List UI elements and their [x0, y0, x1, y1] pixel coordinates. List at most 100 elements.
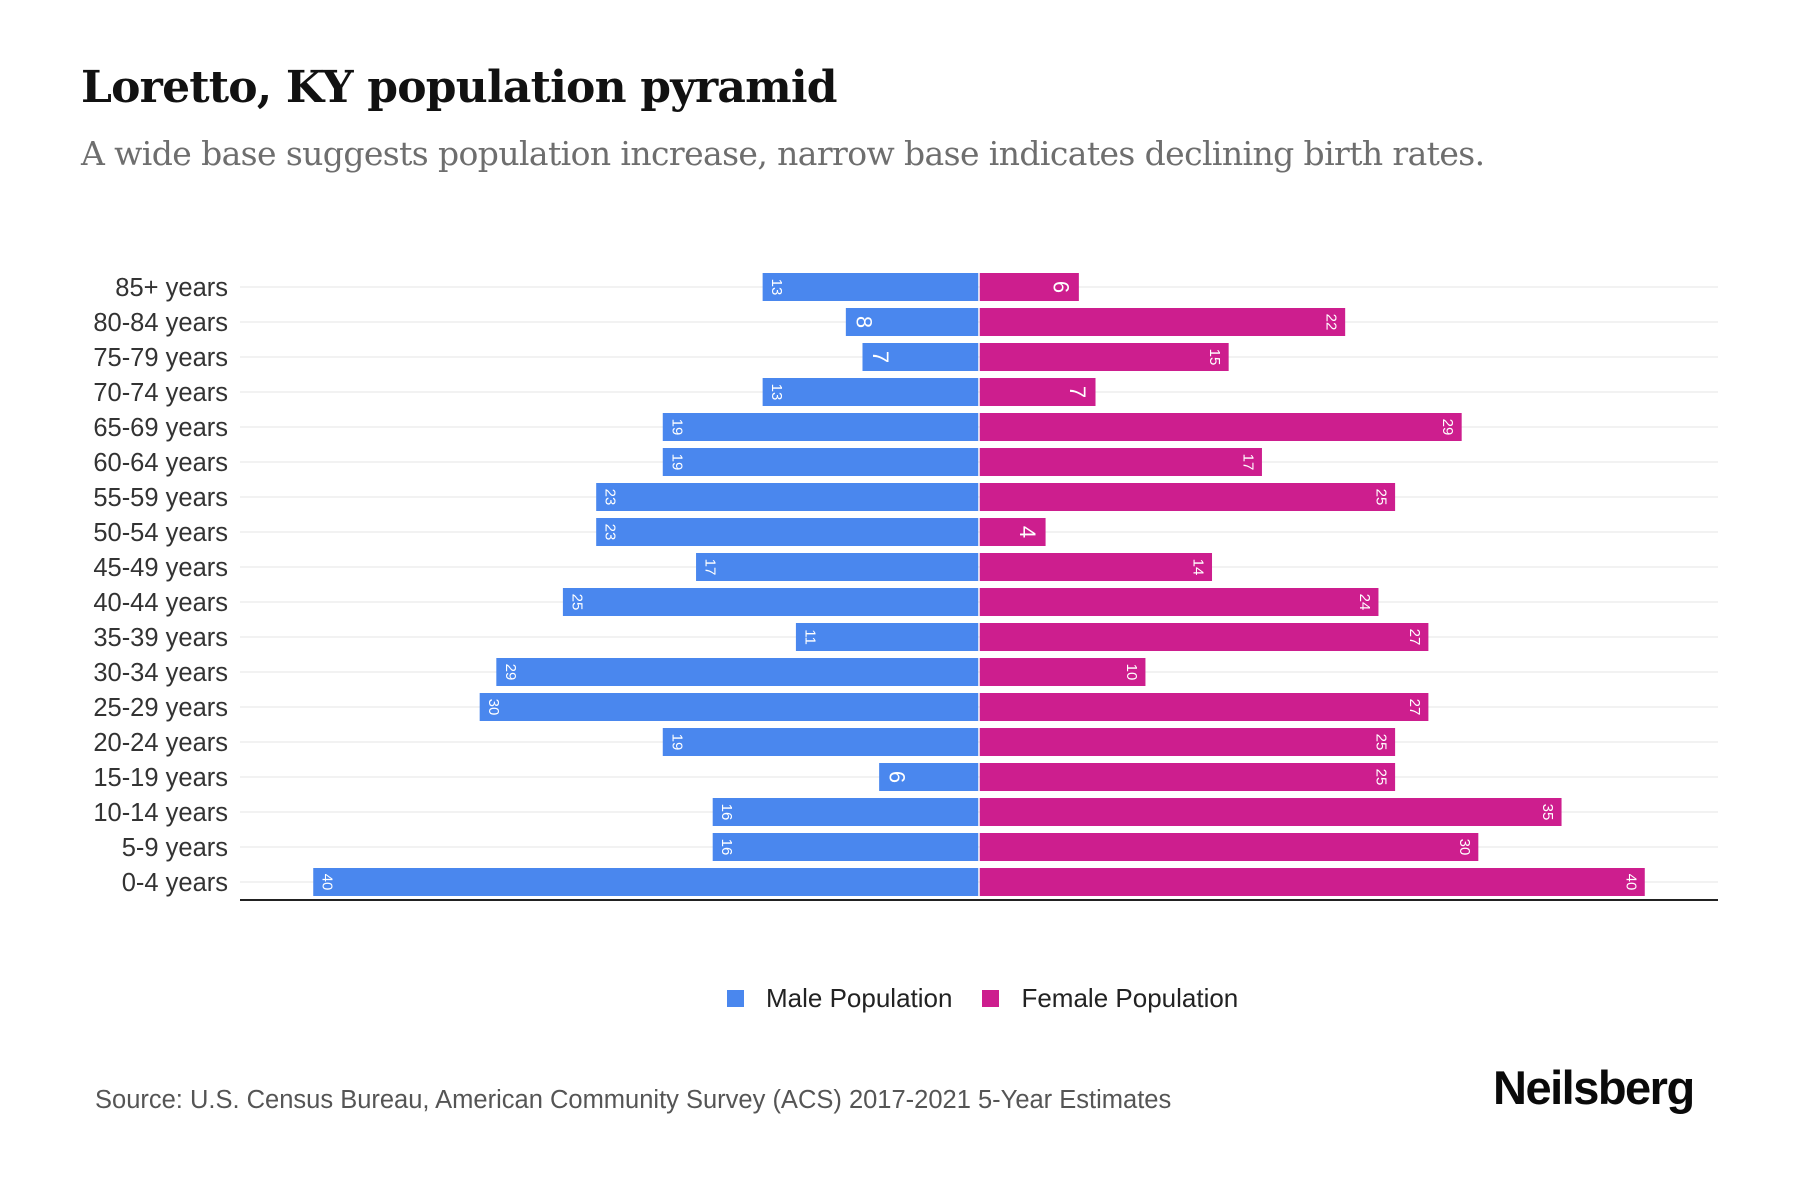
data-label-male: 8: [851, 316, 876, 328]
bar-female[interactable]: [979, 588, 1379, 616]
bar-male[interactable]: [712, 798, 979, 826]
y-tick-label: 75-79 years: [93, 344, 228, 372]
y-tick-label: 30-34 years: [93, 659, 228, 687]
y-tick-label: 65-69 years: [93, 414, 228, 442]
bar-female[interactable]: [979, 518, 1046, 546]
bar-female[interactable]: [979, 623, 1429, 651]
bar-male[interactable]: [496, 658, 979, 686]
data-label-female: 14: [1190, 559, 1207, 576]
chart-subtitle: A wide base suggests population increase…: [81, 134, 1485, 173]
y-tick-label: 35-39 years: [93, 624, 228, 652]
bar-male[interactable]: [596, 483, 979, 511]
bar-male[interactable]: [795, 623, 979, 651]
y-tick-label: 85+ years: [115, 274, 228, 302]
bar-male[interactable]: [662, 448, 979, 476]
bar-female[interactable]: [979, 868, 1645, 896]
data-label-male: 30: [485, 699, 502, 716]
data-label-female: 17: [1239, 454, 1256, 471]
y-tick-label: 45-49 years: [93, 554, 228, 582]
data-label-male: 25: [568, 594, 585, 611]
data-label-male: 19: [668, 419, 685, 436]
bar-male[interactable]: [845, 308, 979, 336]
data-label-male: 13: [768, 279, 785, 296]
legend-label-female: Female Population: [1021, 982, 1239, 1013]
bar-male[interactable]: [596, 518, 979, 546]
bar-female[interactable]: [979, 658, 1146, 686]
bar-male[interactable]: [862, 343, 979, 371]
data-label-female: 6: [1048, 281, 1073, 293]
bar-female[interactable]: [979, 728, 1396, 756]
data-label-female: 27: [1406, 699, 1423, 716]
bar-female[interactable]: [979, 273, 1079, 301]
bar-female[interactable]: [979, 483, 1396, 511]
data-label-female: 25: [1373, 734, 1390, 751]
bar-male[interactable]: [662, 728, 979, 756]
bar-male[interactable]: [696, 553, 979, 581]
data-label-male: 19: [668, 454, 685, 471]
legend-swatch-female: [982, 989, 1000, 1007]
data-label-male: 19: [668, 734, 685, 751]
data-label-female: 35: [1539, 804, 1556, 821]
data-label-female: 25: [1373, 769, 1390, 786]
y-tick-label: 50-54 years: [93, 519, 228, 547]
brand-logo: Neilsberg: [1493, 1061, 1695, 1114]
data-label-male: 7: [868, 351, 893, 363]
legend-item-male[interactable]: Male Population: [727, 983, 952, 1014]
y-tick-label: 25-29 years: [93, 694, 228, 722]
bar-female[interactable]: [979, 308, 1346, 336]
bar-male[interactable]: [712, 833, 979, 861]
data-label-male: 23: [602, 524, 619, 541]
data-label-female: 7: [1065, 386, 1090, 398]
data-label-male: 13: [768, 384, 785, 401]
bar-female[interactable]: [979, 693, 1429, 721]
legend-swatch-male: [727, 989, 744, 1007]
bar-male[interactable]: [562, 588, 979, 616]
data-label-male: 16: [718, 804, 735, 821]
y-tick-label: 70-74 years: [93, 379, 228, 407]
bar-male[interactable]: [879, 763, 979, 791]
y-tick-label: 5-9 years: [122, 834, 228, 862]
data-label-female: 29: [1439, 419, 1456, 436]
data-label-male: 17: [702, 559, 719, 576]
data-label-female: 4: [1015, 526, 1040, 538]
data-label-male: 23: [602, 489, 619, 506]
y-tick-label: 80-84 years: [93, 309, 228, 337]
chart-title: Loretto, KY population pyramid: [81, 62, 838, 113]
bar-female[interactable]: [979, 378, 1096, 406]
bar-male[interactable]: [662, 413, 979, 441]
y-tick-label: 0-4 years: [122, 869, 228, 897]
legend: Male Population Female Population: [727, 980, 1268, 1016]
data-label-male: 6: [885, 771, 910, 783]
bar-female[interactable]: [979, 343, 1229, 371]
y-tick-label: 55-59 years: [93, 484, 228, 512]
y-tick-label: 15-19 years: [93, 764, 228, 792]
data-label-male: 29: [502, 664, 519, 681]
y-axis-labels: 85+ years 80-84 years 75-79 years 70-74 yea…: [93, 274, 228, 897]
source-note: Source: U.S. Census Bureau, American Com…: [95, 1086, 1172, 1114]
bar-male[interactable]: [313, 868, 979, 896]
bar-female[interactable]: [979, 553, 1213, 581]
bar-female[interactable]: [979, 763, 1396, 791]
data-label-female: 22: [1323, 314, 1340, 331]
bar-female[interactable]: [979, 448, 1262, 476]
y-tick-label: 60-64 years: [93, 449, 228, 477]
bar-female[interactable]: [979, 798, 1562, 826]
data-label-female: 40: [1622, 874, 1639, 891]
bar-female[interactable]: [979, 413, 1462, 441]
data-label-female: 27: [1406, 629, 1423, 646]
bar-male[interactable]: [762, 378, 979, 406]
data-label-female: 10: [1123, 664, 1140, 681]
data-label-female: 24: [1356, 594, 1373, 611]
legend-item-female[interactable]: Female Population: [982, 983, 1238, 1014]
data-label-male: 16: [718, 839, 735, 856]
bar-male[interactable]: [762, 273, 979, 301]
bar-female[interactable]: [979, 833, 1479, 861]
bar-male[interactable]: [479, 693, 979, 721]
data-label-female: 15: [1206, 349, 1223, 366]
y-tick-label: 10-14 years: [93, 799, 228, 827]
bars: [313, 273, 1645, 896]
gridlines: [240, 286, 1718, 883]
legend-label-male: Male Population: [766, 982, 953, 1013]
data-label-female: 25: [1373, 489, 1390, 506]
